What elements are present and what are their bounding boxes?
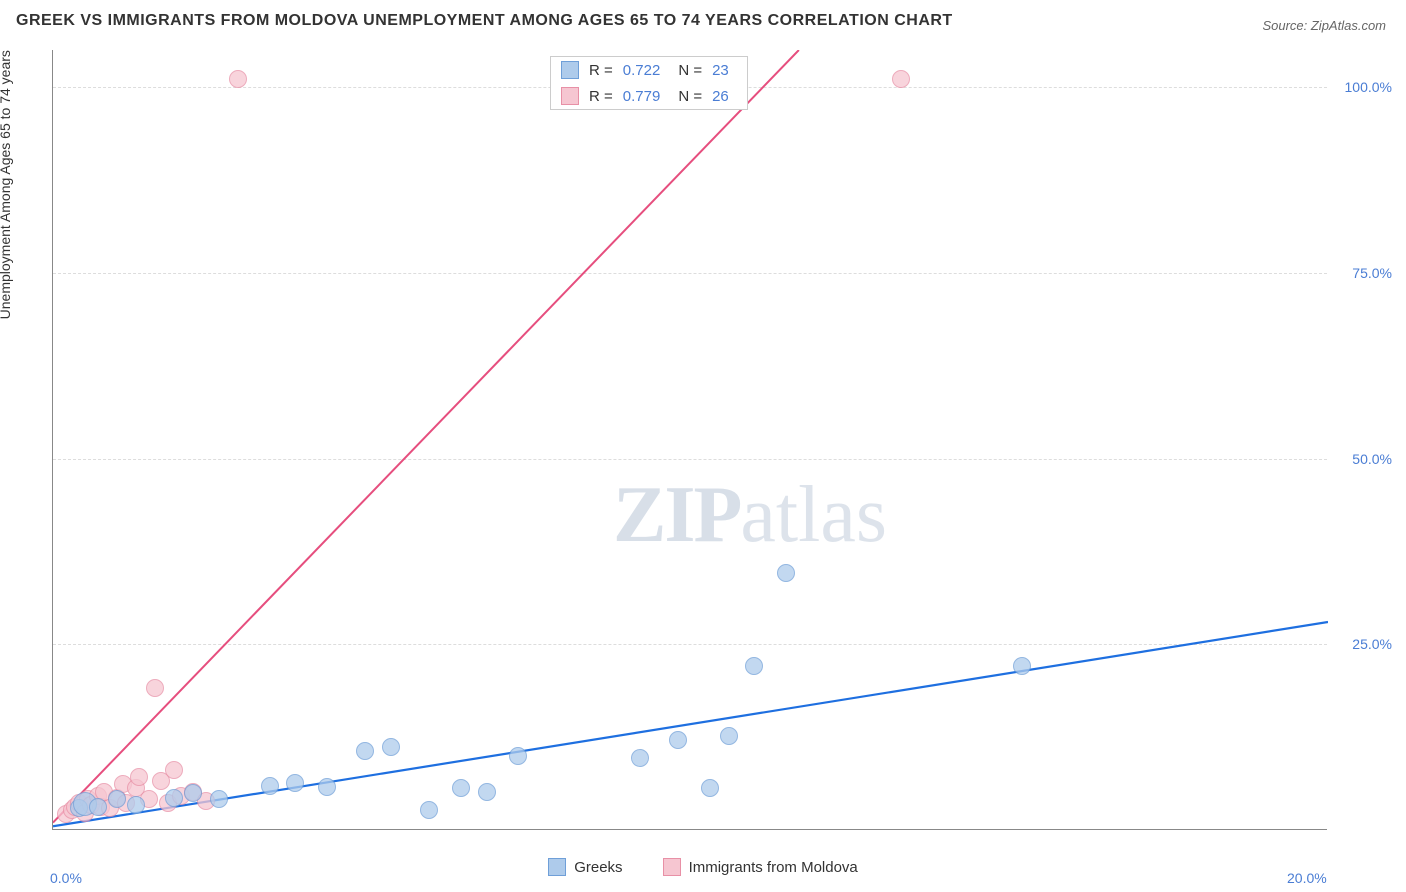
marker-greeks [777,564,795,582]
watermark: ZIPatlas [613,470,887,561]
x-tick: 20.0% [1287,870,1327,886]
n-label: N = [678,88,702,105]
stats-row-greeks: R = 0.722 N = 23 [551,57,747,83]
marker-greeks [286,774,304,792]
n-value-moldova: 26 [712,88,729,105]
plot-area: ZIPatlas [52,50,1327,830]
marker-greeks [382,738,400,756]
legend-label-moldova: Immigrants from Moldova [689,859,858,876]
marker-greeks [452,779,470,797]
swatch-moldova [663,858,681,876]
marker-greeks [165,789,183,807]
y-tick: 25.0% [1352,636,1392,652]
marker-greeks [669,731,687,749]
marker-greeks [210,790,228,808]
stats-legend: R = 0.722 N = 23 R = 0.779 N = 26 [550,56,748,110]
marker-greeks [89,798,107,816]
trendlines [53,50,1328,830]
marker-greeks [356,742,374,760]
marker-moldova [146,679,164,697]
gridline [53,644,1327,645]
legend-label-greeks: Greeks [574,859,622,876]
marker-greeks [720,727,738,745]
r-label: R = [589,62,613,79]
watermark-atlas: atlas [740,471,887,559]
gridline [53,273,1327,274]
marker-moldova [229,70,247,88]
swatch-greeks [548,858,566,876]
trendline-moldova [53,50,799,823]
watermark-zip: ZIP [613,471,740,559]
trendline-greeks [53,622,1328,826]
swatch-moldova [561,87,579,105]
marker-moldova [165,761,183,779]
y-tick: 75.0% [1352,265,1392,281]
r-label: R = [589,88,613,105]
legend-item-moldova: Immigrants from Moldova [663,858,858,876]
marker-greeks [631,749,649,767]
x-tick: 0.0% [50,870,82,886]
legend-item-greeks: Greeks [548,858,622,876]
y-axis-label: Unemployment Among Ages 65 to 74 years [0,50,13,319]
marker-greeks [108,790,126,808]
marker-moldova [892,70,910,88]
n-label: N = [678,62,702,79]
marker-greeks [261,777,279,795]
y-tick: 100.0% [1345,79,1392,95]
r-value-greeks: 0.722 [623,62,661,79]
marker-greeks [745,657,763,675]
marker-greeks [1013,657,1031,675]
series-legend: Greeks Immigrants from Moldova [0,858,1406,876]
marker-greeks [509,747,527,765]
marker-greeks [127,796,145,814]
source-label: Source: ZipAtlas.com [1262,18,1386,33]
marker-moldova [130,768,148,786]
marker-greeks [184,784,202,802]
y-tick: 50.0% [1352,451,1392,467]
r-value-moldova: 0.779 [623,88,661,105]
marker-greeks [701,779,719,797]
marker-greeks [318,778,336,796]
stats-row-moldova: R = 0.779 N = 26 [551,83,747,109]
n-value-greeks: 23 [712,62,729,79]
gridline [53,459,1327,460]
swatch-greeks [561,61,579,79]
chart-title: GREEK VS IMMIGRANTS FROM MOLDOVA UNEMPLO… [16,12,953,30]
marker-greeks [420,801,438,819]
marker-greeks [478,783,496,801]
